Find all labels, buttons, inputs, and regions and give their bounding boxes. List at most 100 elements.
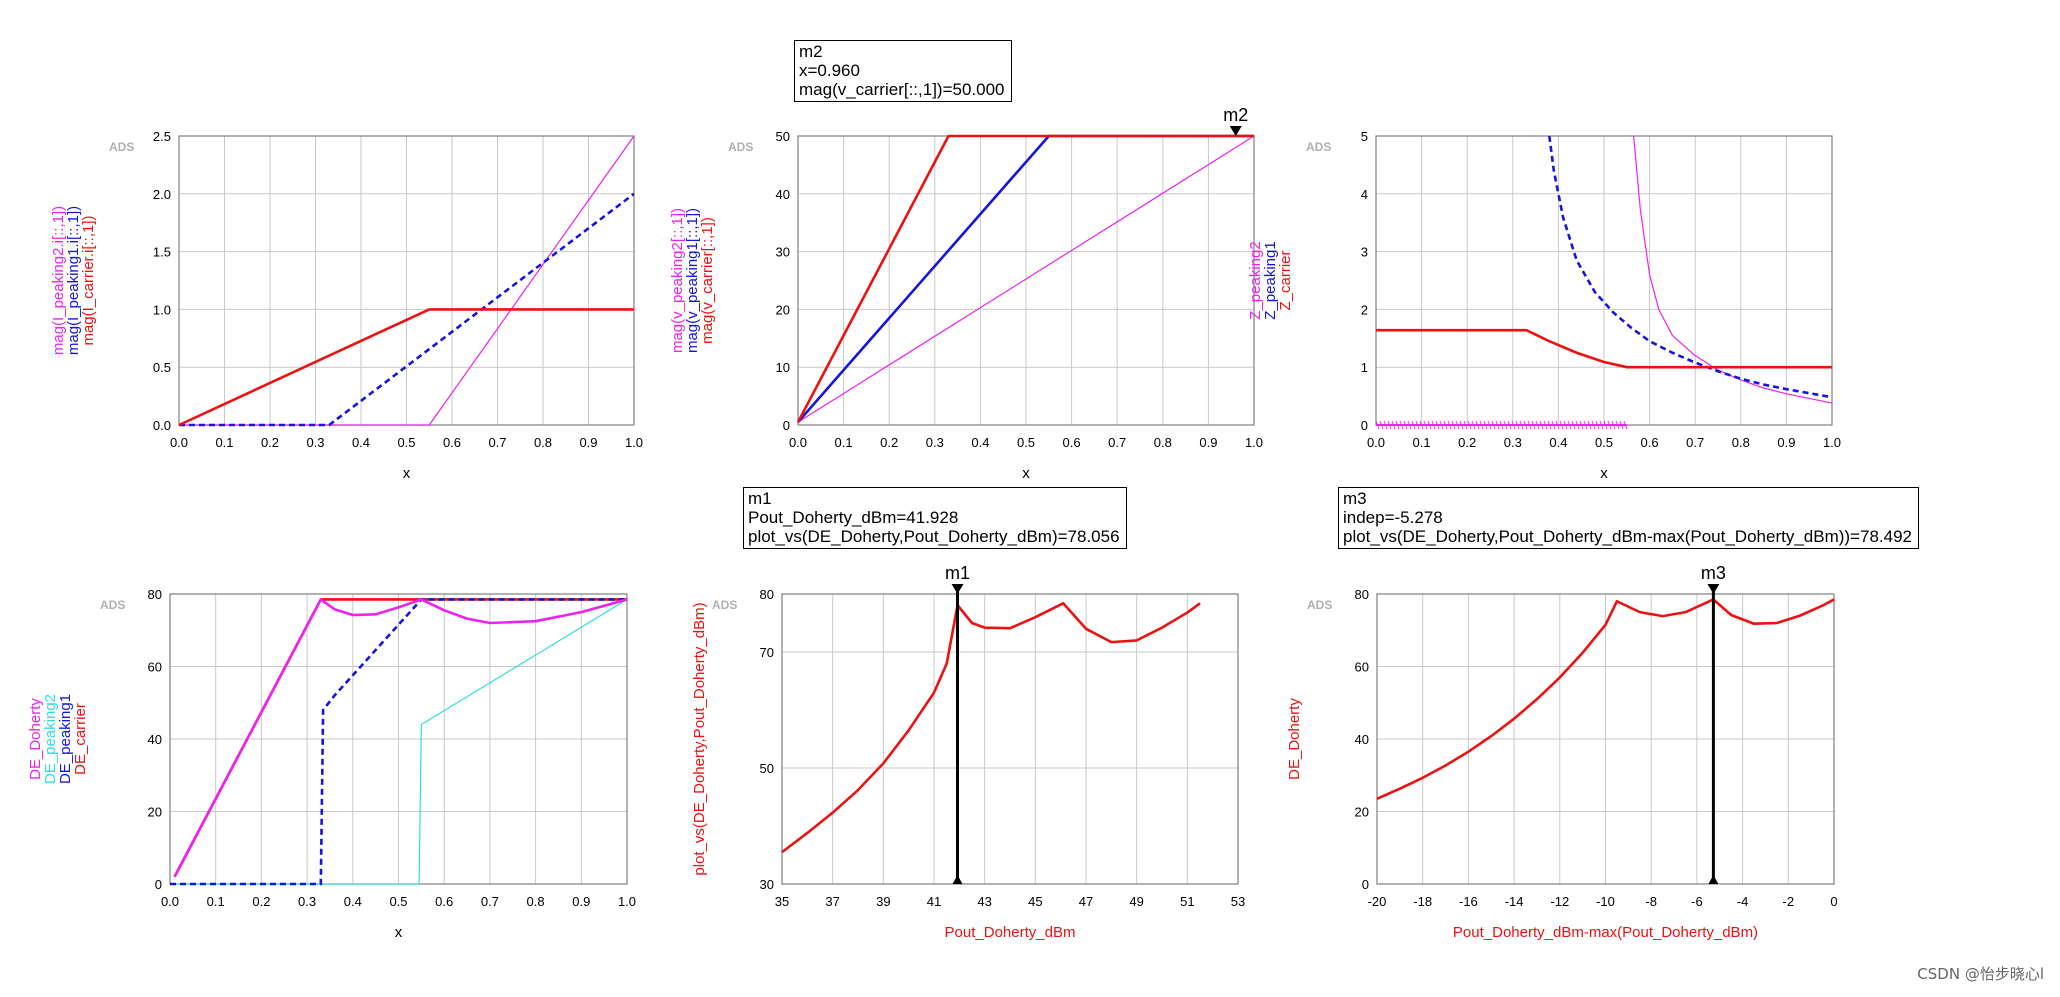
x-axis-label: x (395, 924, 403, 941)
hatch-tick (1407, 420, 1412, 430)
y-tick-label: 40 (1355, 732, 1369, 747)
marker-line: plot_vs(DE_Doherty,Pout_Doherty_dBm)=78.… (748, 527, 1120, 546)
x-tick-label: 0.3 (926, 435, 944, 450)
x-tick-label: 0.8 (1154, 435, 1172, 450)
hatch-tick (1447, 420, 1452, 430)
x-tick-label: -10 (1596, 894, 1615, 909)
x-tick-label: 0.6 (1063, 435, 1081, 450)
series-line-mag-i-carrier-i-1- (178, 308, 634, 427)
x-tick-label: 0.2 (880, 435, 898, 450)
hatch-tick (1595, 420, 1600, 430)
marker-title: m2 (799, 42, 823, 61)
hatch-tick (1395, 420, 1400, 430)
x-tick-label: 0.1 (1413, 435, 1431, 450)
x-tick-label: -14 (1505, 894, 1524, 909)
y-axis-label: mag(I_peaking2.i[::,1]) (50, 206, 67, 355)
x-tick-label: 0.9 (572, 894, 590, 909)
hatch-tick (1459, 420, 1464, 430)
hatch-tick (1567, 420, 1572, 430)
hatch-tick (1555, 420, 1560, 430)
y-tick-label: 20 (776, 302, 790, 317)
series-line-z-peaking1 (1547, 135, 1833, 399)
hatch-tick (1439, 420, 1444, 430)
hatch-tick (1491, 420, 1496, 430)
y-tick-label: 30 (760, 877, 774, 892)
hatch-tick (1527, 420, 1532, 430)
marker-line: indep=-5.278 (1343, 508, 1443, 527)
y-axis-label: DE_Doherty (1286, 698, 1303, 780)
hatch-tick (1531, 420, 1536, 430)
x-tick-label: 0.5 (1595, 435, 1613, 450)
y-tick-label: 80 (760, 587, 774, 602)
x-tick-label: 0.0 (170, 435, 188, 450)
chart-de_vs_pout: 35 37 39 41 43 45 47 49 51 53 30 50 70 80 ADS Pout_Dohe… (691, 563, 1245, 941)
x-tick-label: 37 (825, 894, 839, 909)
hatch-tick (1423, 420, 1428, 430)
hatch-tick (1451, 420, 1456, 430)
x-tick-label: 0.9 (1777, 435, 1795, 450)
x-tick-label: 53 (1231, 894, 1245, 909)
watermark: CSDN @怡步晓心l (1917, 965, 2044, 983)
y-tick-label: 0 (1362, 877, 1369, 892)
y-axis-label: mag(I_carrier.i[::,1]) (80, 215, 97, 345)
x-axis-label: Pout_Doherty_dBm-max(Pout_Doherty_dBm) (1453, 924, 1758, 941)
hatch-tick (1607, 420, 1612, 430)
hatch-tick (1591, 420, 1596, 430)
x-tick-label: 0.2 (1458, 435, 1476, 450)
x-tick-label: 0 (1830, 894, 1837, 909)
y-tick-label: 1 (1361, 360, 1368, 375)
hatch-tick (1511, 420, 1516, 430)
y-tick-label: 80 (1355, 587, 1369, 602)
marker-triangle-bottom-m1 (952, 875, 963, 884)
ads-badge: ADS (712, 598, 737, 612)
x-tick-label: 0.5 (397, 435, 415, 450)
hatch-tick (1431, 420, 1436, 430)
hatch-tick (1443, 420, 1448, 430)
x-axis-label: x (403, 465, 411, 482)
y-tick-label: 70 (760, 645, 774, 660)
x-tick-label: 0.0 (161, 894, 179, 909)
x-tick-label: 49 (1129, 894, 1143, 909)
y-tick-label: 60 (1355, 660, 1369, 675)
y-axis-label: DE_peaking1 (57, 694, 74, 784)
marker-label-m1: m1 (945, 563, 970, 583)
chart-efficiency: 0.0 0.1 0.2 0.3 0.4 0.5 0.6 0.7 0.8 0.9 1.0 0 20 40 60… (27, 587, 636, 941)
marker-title: m1 (748, 489, 772, 508)
marker-readout-m3[interactable]: m3 indep=-5.278 plot_vs(DE_Doherty,Pout_… (1338, 487, 1919, 549)
hatch-tick (1375, 420, 1380, 430)
y-axis-label: Z_peaking2 (1247, 241, 1264, 319)
y-tick-label: 2.5 (153, 129, 171, 144)
x-tick-label: 47 (1079, 894, 1093, 909)
x-tick-label: 0.6 (435, 894, 453, 909)
series-line-de-doherty (1376, 598, 1835, 800)
marker-line: Pout_Doherty_dBm=41.928 (748, 508, 959, 527)
x-tick-label: 0.8 (527, 894, 545, 909)
marker-line: mag(v_carrier[::,1])=50.000 (799, 80, 1005, 99)
x-tick-label: 1.0 (1245, 435, 1263, 450)
y-axis-label: Z_peaking1 (1262, 241, 1279, 319)
x-tick-label: 0.4 (344, 894, 362, 909)
y-tick-label: 50 (776, 129, 790, 144)
hatch-tick (1611, 420, 1616, 430)
chart-de_vs_backoff: -20 -18 -16 -14 -12 -10 -8 -6 -4 -2 0020406080ADSP… (1286, 563, 1838, 941)
hatch-tick (1519, 420, 1524, 430)
x-tick-label: -8 (1645, 894, 1657, 909)
marker-readout-m2[interactable]: m2 x=0.960 mag(v_carrier[::,1])=50.000 (794, 40, 1012, 102)
x-tick-label: -18 (1413, 894, 1432, 909)
hatch-tick (1487, 420, 1492, 430)
hatch-tick (1411, 420, 1416, 430)
hatch-tick (1583, 420, 1588, 430)
marker-readout-m1[interactable]: m1 Pout_Doherty_dBm=41.928 plot_vs(DE_Do… (743, 487, 1127, 549)
hatch-tick (1455, 420, 1460, 430)
hatch-tick (1467, 420, 1472, 430)
hatch-tick (1559, 420, 1564, 430)
chart-current: 0.0 0.1 0.2 0.3 0.4 0.5 0.6 0.7 0.8 0.9 1.0 0.0 0.5 1… (50, 129, 643, 482)
y-axis-label: plot_vs(DE_Doherty,Pout_Doherty_dBm) (691, 602, 708, 875)
hatch-tick (1603, 420, 1608, 430)
hatch-tick (1479, 420, 1484, 430)
x-tick-label: -6 (1691, 894, 1703, 909)
hatch-tick (1483, 420, 1488, 430)
series-line-plot-vs-de-doherty-pout-doherty-dbm- (781, 601, 1201, 854)
hatch-tick (1543, 420, 1548, 430)
